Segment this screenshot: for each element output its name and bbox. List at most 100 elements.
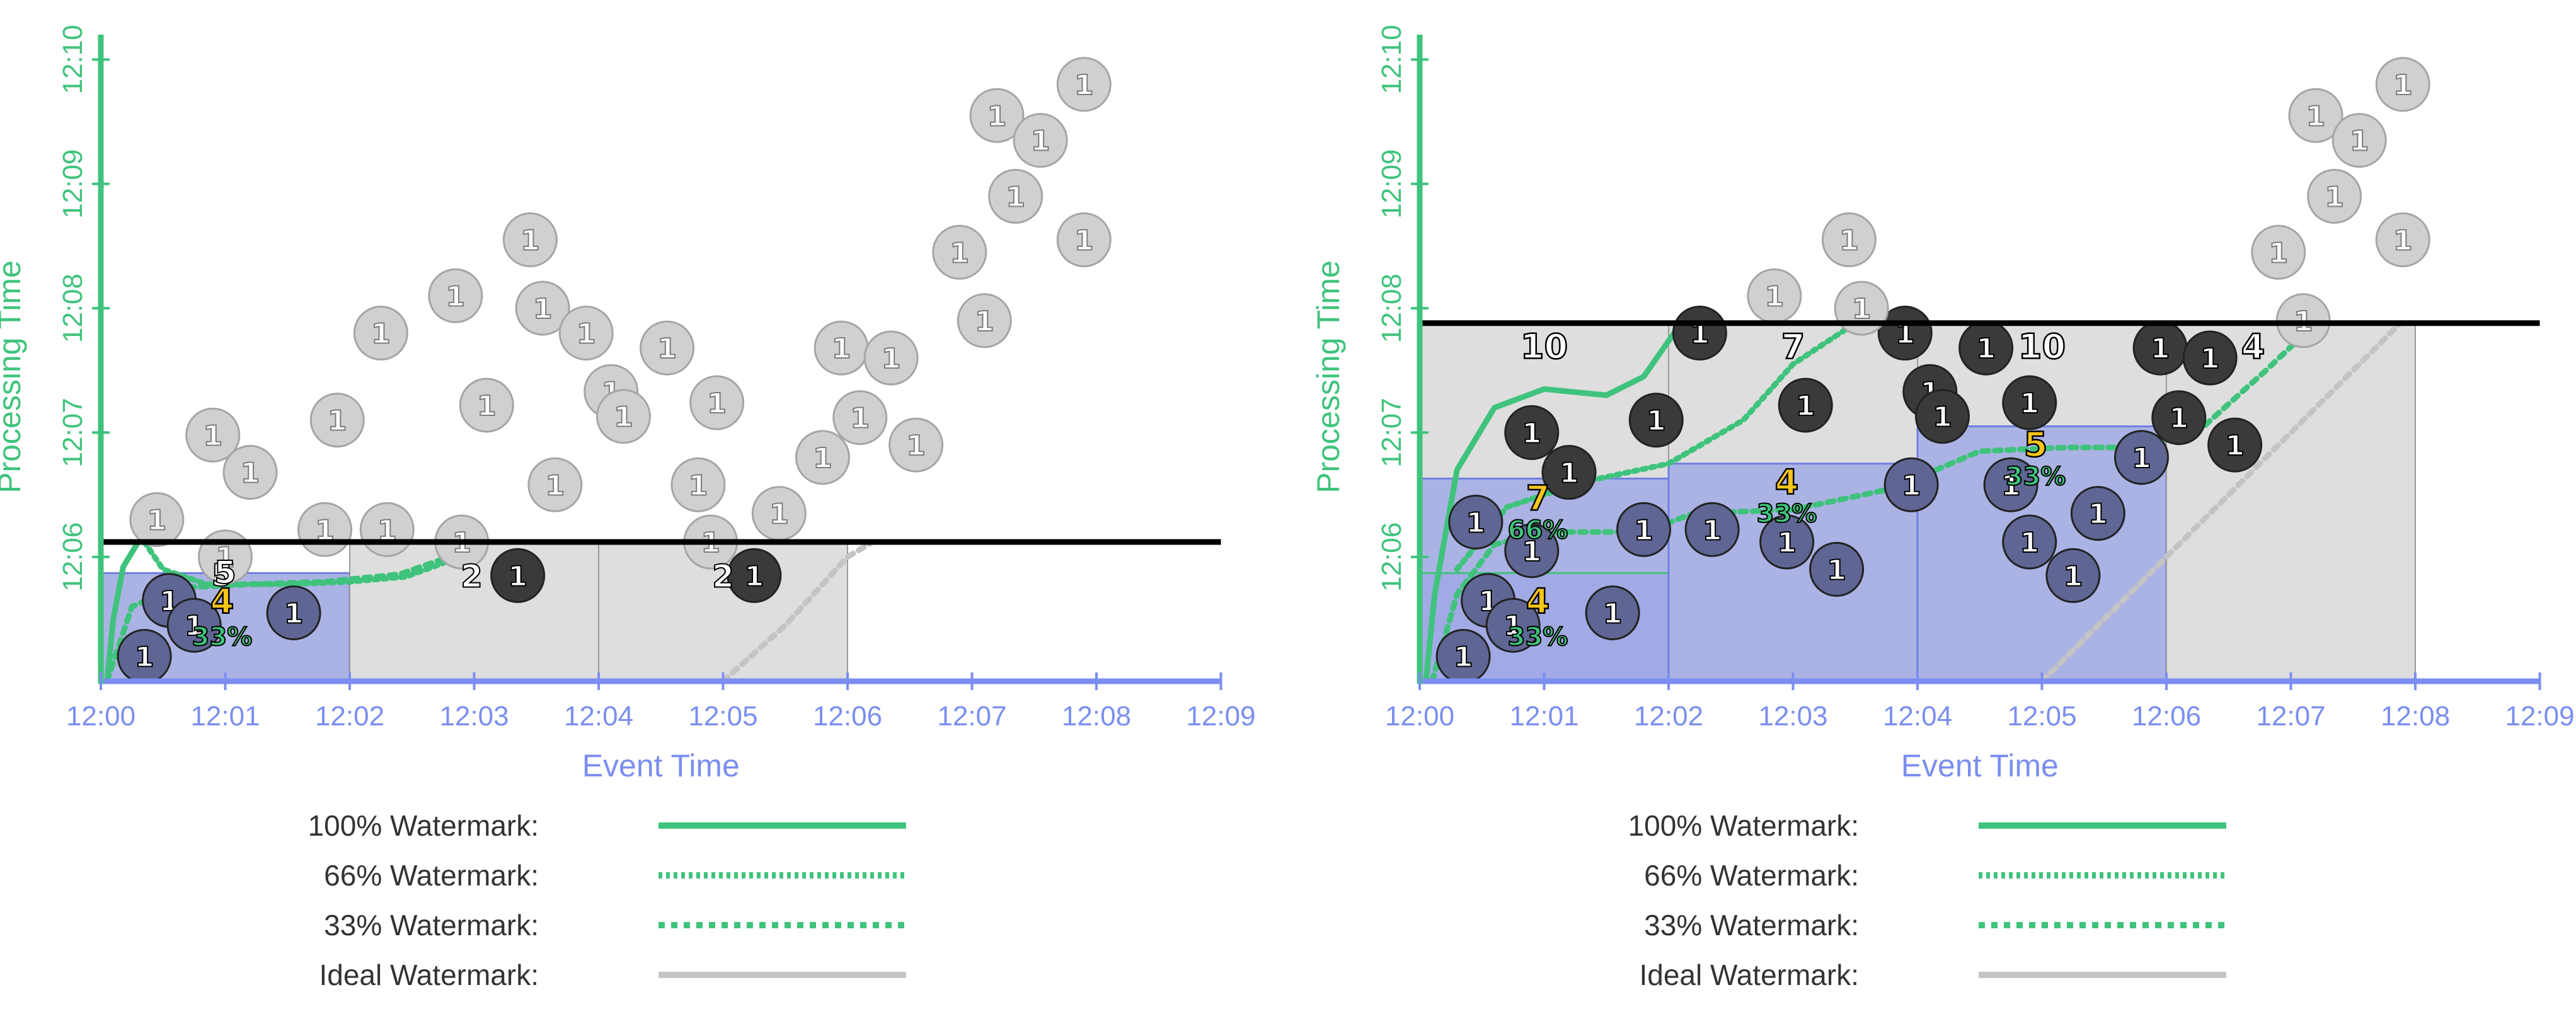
y-tick-label-1: 12:07 — [1376, 398, 1407, 467]
element-value-2: 1 — [185, 610, 204, 642]
element-circle-20 — [1778, 377, 1833, 433]
element-value-9: 1 — [328, 405, 347, 437]
y-axis-title: Processing Time — [0, 260, 27, 493]
element-value-10: 1 — [371, 318, 391, 350]
element-value-10: 1 — [1902, 470, 1921, 502]
watermark-line-100-watermark — [104, 539, 141, 684]
element-value-38: 1 — [2393, 69, 2413, 101]
element-circle-27 — [2151, 390, 2207, 446]
element-value-28: 1 — [850, 403, 870, 435]
element-circle-23 — [1915, 389, 1970, 444]
x-tick-label-0: 12:00 — [66, 701, 135, 732]
element-circle-39 — [727, 548, 782, 603]
element-circle-20 — [596, 389, 651, 444]
element-circle-9 — [309, 393, 365, 448]
element-circle-36 — [1056, 57, 1112, 112]
element-circle-21 — [1877, 306, 1933, 361]
y-tick-label-2: 12:08 — [1376, 274, 1407, 343]
element-value-23: 1 — [1933, 401, 1952, 434]
element-value-36: 1 — [2325, 181, 2344, 214]
element-value-6: 1 — [241, 458, 260, 490]
element-circle-28 — [2182, 330, 2238, 386]
element-value-39: 1 — [2393, 225, 2413, 257]
element-circle-17 — [1541, 445, 1597, 500]
element-value-15: 1 — [520, 225, 540, 257]
y-tick-label-0: 12:06 — [1376, 522, 1407, 592]
element-value-17: 1 — [1560, 458, 1579, 490]
overlay-label-2: 2 — [712, 558, 734, 594]
element-value-17: 1 — [546, 470, 565, 502]
element-circle-12 — [428, 268, 483, 323]
window-value-label-0: 5 — [212, 558, 233, 593]
element-circle-16 — [515, 280, 570, 336]
element-value-3: 1 — [284, 597, 304, 630]
element-value-20: 1 — [614, 401, 633, 434]
element-circle-25 — [2002, 375, 2057, 430]
element-circle-4 — [1504, 523, 1560, 579]
result-percent-label-1: 33% — [1757, 500, 1817, 529]
result-percent-label-0: 66% — [1508, 516, 1568, 544]
left-legend: 100% Watermark: 66% Watermark: 33% Waterma… — [308, 809, 906, 991]
element-value-7: 1 — [216, 542, 235, 574]
element-value-31: 1 — [950, 237, 969, 269]
element-circle-37 — [2332, 113, 2387, 168]
result-percent-label-2: 33% — [2006, 462, 2066, 491]
x-tick-label-7: 12:07 — [2256, 701, 2325, 732]
element-circle-10 — [353, 306, 408, 361]
element-circle-8 — [1759, 514, 1815, 570]
element-value-22: 1 — [689, 470, 708, 502]
result-percent-label: 33% — [192, 623, 253, 652]
element-circle-13 — [2045, 548, 2101, 603]
element-circle-38 — [2375, 57, 2430, 112]
x-tick-label-3: 12:03 — [1758, 701, 1827, 732]
element-value-24: 1 — [1976, 333, 1996, 365]
element-circle-31 — [1821, 212, 1877, 268]
overlay-label-0: 5 — [214, 554, 236, 591]
x-tick-label-0: 12:00 — [1385, 701, 1454, 732]
element-circle-24 — [689, 375, 745, 430]
element-value-0: 1 — [1454, 642, 1473, 674]
element-circle-2 — [166, 597, 222, 653]
y-tick-label-4: 12:10 — [57, 25, 88, 94]
element-circle-21 — [640, 320, 695, 376]
element-value-18: 1 — [577, 318, 596, 350]
element-value-36: 1 — [1074, 69, 1094, 101]
element-circle-29 — [2207, 417, 2263, 473]
watermark-line-ideal-watermark — [2039, 320, 2403, 684]
element-circle-4 — [129, 492, 185, 547]
y-tick-label-3: 12:09 — [1376, 149, 1407, 219]
element-circle-5 — [1585, 585, 1640, 640]
legend-label-2: 33% Watermark: — [1644, 909, 1859, 942]
element-circle-39 — [2375, 212, 2430, 268]
element-circle-6 — [222, 445, 278, 500]
element-value-31: 1 — [1839, 225, 1859, 257]
legend-label-1: 66% Watermark: — [1644, 859, 1859, 892]
element-value-35: 1 — [1031, 125, 1050, 158]
result-value-label: 4 — [210, 582, 234, 621]
x-tick-label-4: 12:04 — [564, 701, 633, 732]
element-value-30: 1 — [906, 430, 926, 462]
element-circle-16 — [1504, 405, 1560, 460]
element-value-26: 1 — [813, 442, 832, 475]
watermark-line-100-watermark — [1423, 320, 1684, 684]
element-value-15: 1 — [2132, 442, 2151, 475]
element-circle-5 — [185, 407, 241, 463]
element-value-33: 1 — [987, 100, 1007, 132]
result-value-label-1: 4 — [1775, 462, 1799, 502]
y-axis-title: Processing Time — [1311, 260, 1346, 493]
element-circle-3 — [266, 585, 321, 640]
left-chart: 1111111111111111111111111111111111111111… — [0, 25, 1256, 783]
element-value-7: 1 — [1703, 514, 1722, 546]
legend-label-2: 33% Watermark: — [324, 909, 539, 942]
x-tick-label-5: 12:05 — [688, 701, 757, 732]
element-circle-14 — [459, 377, 514, 433]
x-tick-label-8: 12:08 — [1062, 701, 1131, 732]
element-circle-35 — [2288, 88, 2343, 143]
element-value-30: 1 — [1765, 280, 1785, 313]
element-value-27: 1 — [2169, 403, 2188, 435]
legend-label-3: Ideal Watermark: — [1639, 959, 1859, 991]
x-tick-label-1: 12:01 — [190, 701, 260, 732]
element-circle-28 — [832, 390, 888, 446]
element-value-11: 1 — [2001, 470, 2021, 502]
element-value-29: 1 — [882, 343, 901, 375]
